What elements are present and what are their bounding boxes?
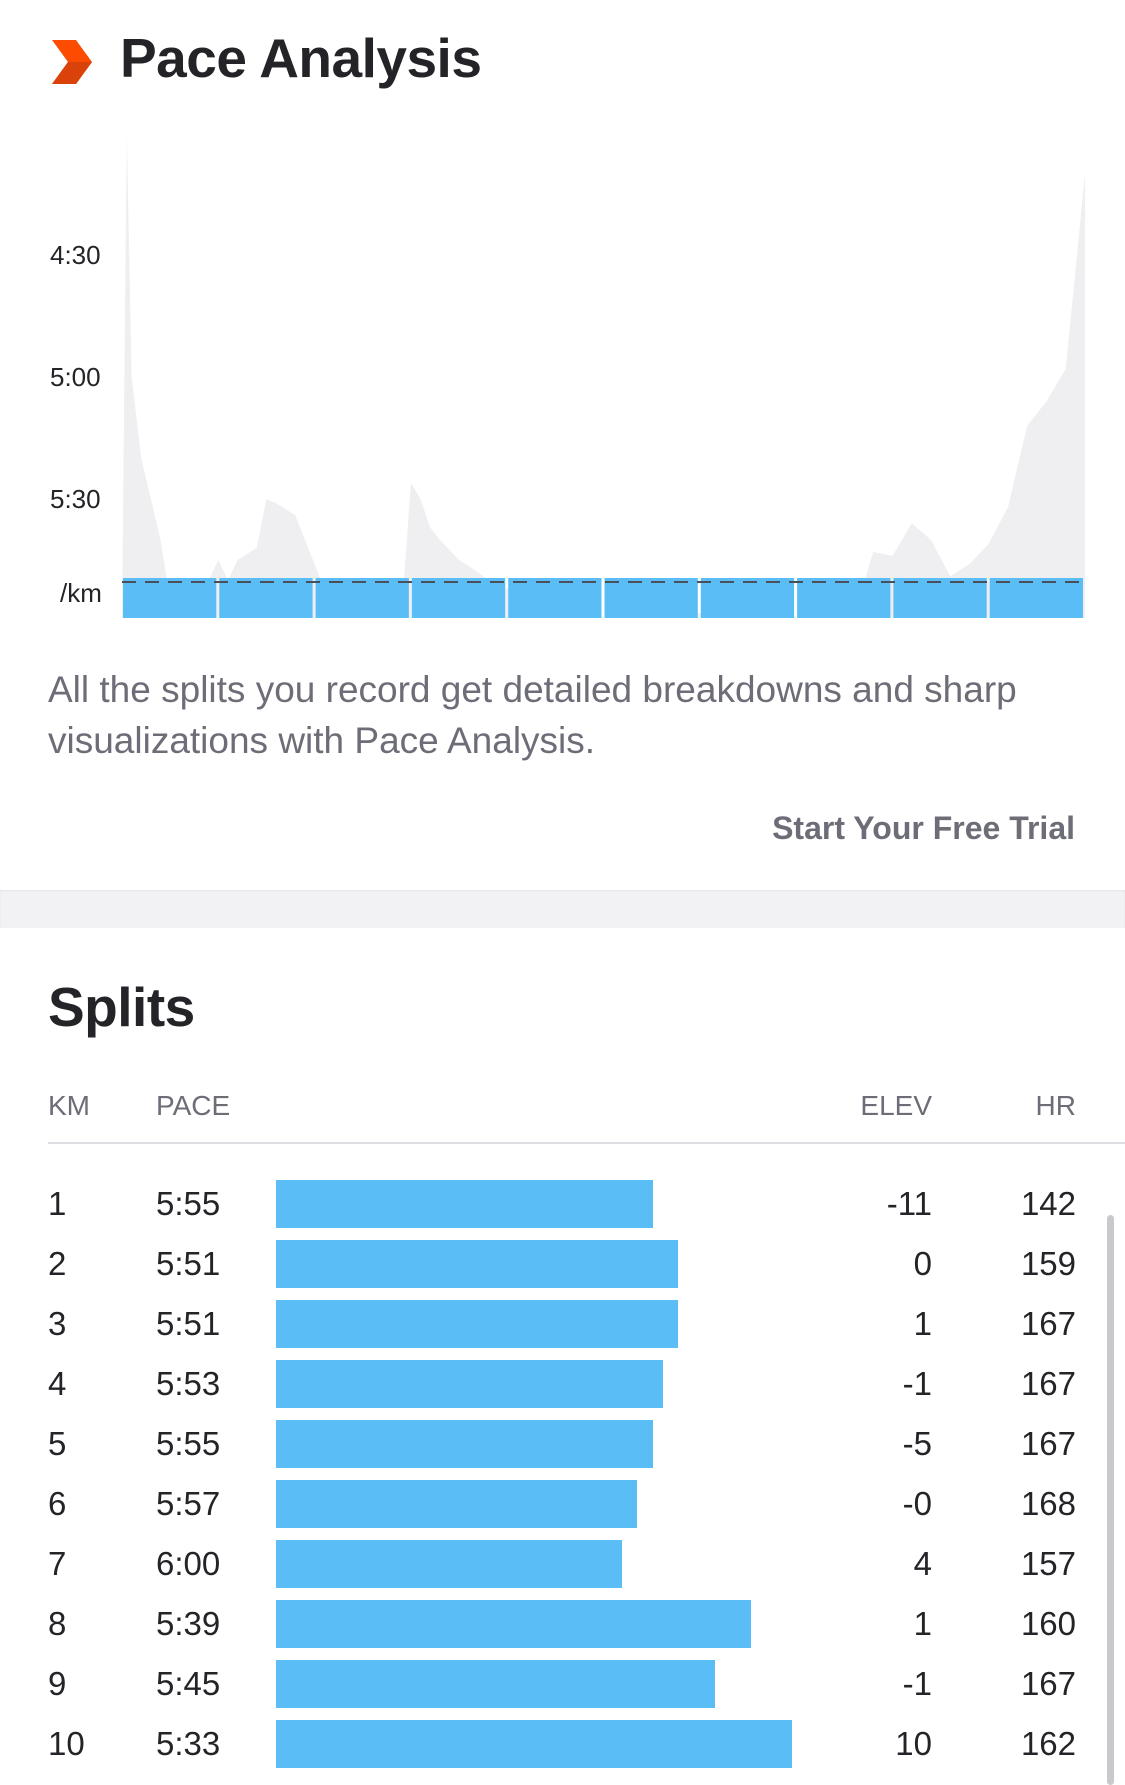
chevron-logo-icon [52, 40, 92, 84]
y-tick-label: 5:00 [50, 362, 101, 392]
pace-profile-area [122, 133, 1085, 618]
split-hr: 167 [1020, 1305, 1076, 1342]
split-pace-bar [276, 1420, 653, 1468]
split-elev: -5 [902, 1425, 932, 1462]
split-hr: 168 [1020, 1485, 1076, 1522]
split-elev: -11 [886, 1185, 932, 1222]
pace-bar [989, 578, 1083, 618]
split-hr: 160 [1020, 1605, 1076, 1642]
split-pace: 6:00 [156, 1545, 221, 1582]
split-km: 6 [48, 1485, 67, 1522]
split-elev: 10 [895, 1725, 932, 1762]
split-hr: 167 [1020, 1425, 1076, 1462]
pace-analysis-description: All the splits you record get detailed b… [48, 669, 1017, 761]
pace-bar [893, 578, 987, 618]
pace-bar [219, 578, 313, 618]
start-free-trial-link[interactable]: Start Your Free Trial [772, 810, 1075, 846]
y-unit-label: /km [60, 578, 102, 608]
split-hr: 162 [1020, 1725, 1076, 1762]
pace-bar [604, 578, 698, 618]
split-row[interactable]: 8 5:39 1 160 [0, 1595, 1125, 1655]
page-title: Pace Analysis [120, 27, 482, 89]
split-hr: 142 [1020, 1185, 1076, 1222]
split-pace: 5:51 [156, 1245, 221, 1282]
split-km: 8 [48, 1605, 67, 1642]
split-pace-bar [276, 1660, 715, 1708]
split-pace: 5:57 [156, 1485, 221, 1522]
header-divider [48, 1142, 1125, 1144]
split-km: 3 [48, 1305, 67, 1342]
split-pace: 5:39 [156, 1605, 221, 1642]
split-row[interactable]: 6 5:57 -0 168 [0, 1475, 1125, 1535]
split-km: 9 [48, 1665, 67, 1702]
split-elev: -1 [902, 1365, 932, 1402]
column-header-km: KM [48, 1090, 90, 1121]
split-pace: 5:53 [156, 1365, 221, 1402]
split-pace-bar [276, 1360, 663, 1408]
split-km: 4 [48, 1365, 67, 1402]
split-km: 1 [48, 1185, 67, 1222]
pace-bar [700, 578, 795, 618]
split-km: 2 [48, 1245, 67, 1282]
split-hr: 167 [1020, 1665, 1076, 1702]
split-row[interactable]: 2 5:51 0 159 [0, 1235, 1125, 1295]
split-pace: 5:33 [156, 1725, 221, 1762]
pace-bar [123, 578, 217, 618]
y-tick-label: 5:30 [50, 484, 101, 514]
split-pace-bar [276, 1300, 678, 1348]
split-km: 5 [48, 1425, 67, 1462]
split-row[interactable]: 1 5:55 -11 142 [0, 1175, 1125, 1235]
pace-chart: 4:30 5:00 5:30/km [50, 133, 1085, 618]
split-pace: 5:55 [156, 1425, 221, 1462]
split-pace: 5:55 [156, 1185, 221, 1222]
split-hr: 159 [1020, 1245, 1076, 1282]
split-pace-bar [276, 1480, 637, 1528]
pace-bar [315, 578, 409, 618]
split-row[interactable]: 4 5:53 -1 167 [0, 1355, 1125, 1415]
split-elev: -1 [902, 1665, 932, 1702]
split-elev: 1 [913, 1305, 932, 1342]
splits-table: 1 5:55 -11 142 2 5:51 0 159 3 5:51 1 167 4 5:53 -1 167 5… [0, 1175, 1125, 1775]
pace-bar [508, 578, 602, 618]
split-pace-bar [276, 1600, 751, 1648]
split-hr: 167 [1020, 1365, 1076, 1402]
split-pace-bar [276, 1720, 792, 1768]
pace-analysis-card: Pace Analysis 4:30 5:00 5:30/km All the sp… [0, 0, 1125, 890]
splits-title: Splits [48, 976, 195, 1038]
pace-bar [411, 578, 506, 618]
pace-bar [797, 578, 891, 618]
split-km: 7 [48, 1545, 67, 1582]
split-elev: 0 [913, 1245, 932, 1282]
column-header-pace: PACE [156, 1090, 231, 1121]
column-header-elev: ELEV [860, 1090, 932, 1121]
split-pace-bar [276, 1180, 653, 1228]
scrollbar[interactable] [1107, 1215, 1114, 1785]
column-header-hr: HR [1035, 1090, 1076, 1121]
y-tick-label: 4:30 [50, 240, 101, 270]
split-row[interactable]: 10 5:33 10 162 [0, 1715, 1125, 1775]
split-pace: 5:51 [156, 1305, 221, 1342]
split-elev: 1 [913, 1605, 932, 1642]
split-km: 10 [48, 1725, 85, 1762]
split-row[interactable]: 9 5:45 -1 167 [0, 1655, 1125, 1715]
split-pace-bar [276, 1240, 678, 1288]
split-elev: 4 [913, 1545, 932, 1582]
split-elev: -0 [902, 1485, 932, 1522]
split-hr: 157 [1020, 1545, 1076, 1582]
split-row[interactable]: 7 6:00 4 157 [0, 1535, 1125, 1595]
split-pace-bar [276, 1540, 622, 1588]
split-pace: 5:45 [156, 1665, 221, 1702]
split-row[interactable]: 3 5:51 1 167 [0, 1295, 1125, 1355]
split-row[interactable]: 5 5:55 -5 167 [0, 1415, 1125, 1475]
section-divider [0, 890, 1125, 928]
